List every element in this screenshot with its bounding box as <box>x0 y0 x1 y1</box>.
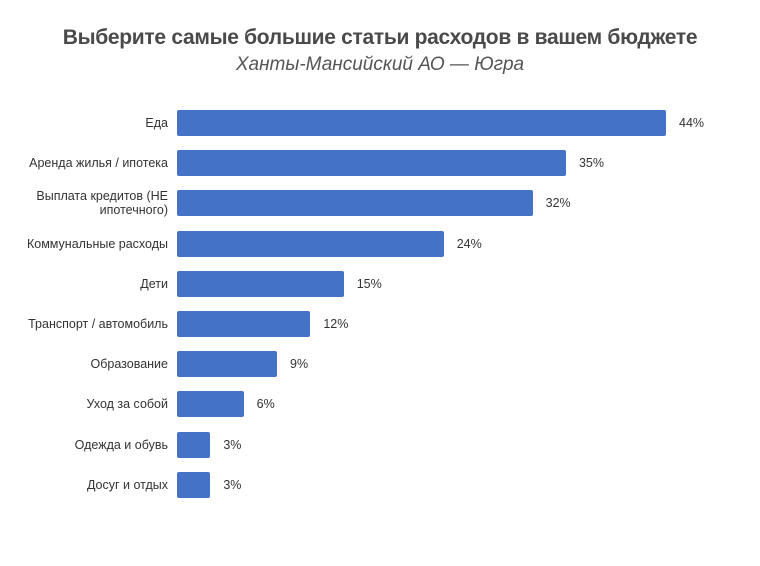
bar-row: Еда 44% <box>0 110 760 136</box>
bar-row: Транспорт / автомобиль 12% <box>0 311 760 337</box>
bar-row: Одежда и обувь 3% <box>0 431 760 458</box>
category-label: Дети <box>140 276 168 291</box>
chart-subtitle: Ханты-Мансийский АО — Югра <box>235 54 525 75</box>
value-label: 6% <box>256 397 275 412</box>
category-label: Еда <box>145 116 168 130</box>
category-label: Одежда и обувь <box>74 437 168 452</box>
bar <box>177 391 244 418</box>
value-label: 3% <box>223 437 242 452</box>
bar <box>177 431 211 458</box>
bar-row: Досуг и отдых 3% <box>0 471 760 498</box>
category-label: Аренда жилья / ипотека <box>29 156 168 171</box>
value-label: 9% <box>290 357 309 372</box>
bar <box>177 190 533 217</box>
value-label: 12% <box>323 317 349 331</box>
value-label: 35% <box>578 156 604 171</box>
value-label: 32% <box>545 196 571 211</box>
bar <box>177 110 666 136</box>
category-label: Уход за собой <box>86 397 168 412</box>
category-label: Досуг и отдых <box>86 477 168 492</box>
category-label: Коммунальные расходы <box>26 236 168 251</box>
bar-row: Коммунальные расходы 24% <box>0 230 760 257</box>
bar-row: Выплата кредитов (НЕ ипотечного) 32% <box>0 189 760 218</box>
chart-title: Выберите самые большие статьи расходов в… <box>62 26 698 49</box>
bar <box>177 311 311 337</box>
value-label: 3% <box>223 477 242 492</box>
category-label: Образование <box>90 357 168 372</box>
bar <box>177 471 211 498</box>
bar-row: Образование 9% <box>0 351 760 378</box>
value-label: 15% <box>356 276 382 291</box>
bar <box>177 230 444 257</box>
value-label: 44% <box>679 116 705 130</box>
category-label: Выплата кредитов (НЕ ипотечного) <box>36 189 168 218</box>
bar-row: Дети 15% <box>0 270 760 297</box>
bar <box>177 150 566 177</box>
value-label: 24% <box>456 236 482 251</box>
bar-row: Уход за собой 6% <box>0 391 760 418</box>
bar-row: Аренда жилья / ипотека 35% <box>0 150 760 177</box>
bar <box>177 270 344 297</box>
category-label: Транспорт / автомобиль <box>28 317 168 331</box>
bar <box>177 351 278 378</box>
